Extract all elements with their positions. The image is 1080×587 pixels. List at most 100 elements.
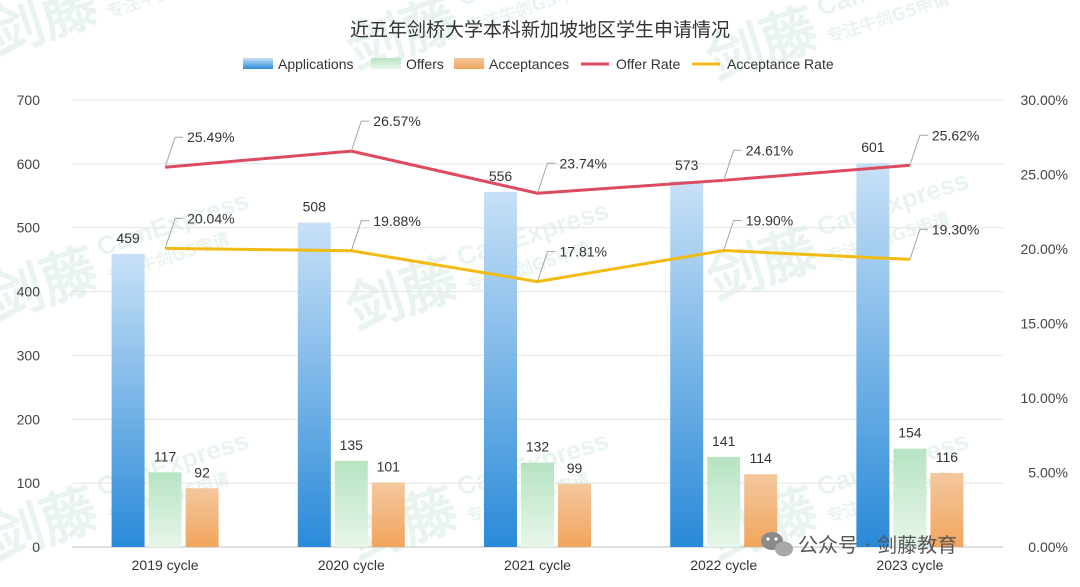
- watermark-cn: 剑藤: [699, 0, 827, 93]
- leader-line: [350, 220, 370, 251]
- y-right-tick-label: 0.00%: [1028, 539, 1068, 555]
- bar-value-label: 573: [675, 157, 699, 173]
- bar-applications: [670, 181, 704, 547]
- y-right-tick-label: 15.00%: [1021, 316, 1068, 332]
- x-category-label: 2023 cycle: [876, 557, 943, 573]
- leader-line: [164, 136, 184, 168]
- leader-line: [723, 149, 742, 181]
- bar-offers: [521, 462, 554, 547]
- rate-value-label: 25.62%: [932, 127, 979, 143]
- y-left-tick-label: 600: [17, 156, 41, 172]
- x-category-label: 2020 cycle: [318, 557, 385, 573]
- legend-label: Acceptances: [489, 56, 569, 72]
- legend-swatch: [243, 58, 273, 69]
- legend-swatch: [454, 58, 484, 69]
- rate-lines: 25.49% 26.57% 23.74% 24.61% 25.62% 20.04% 19.8…: [164, 113, 979, 284]
- bar-acceptances: [558, 483, 591, 547]
- leader-line: [909, 228, 928, 260]
- y-right-tick-label: 5.00%: [1028, 465, 1068, 481]
- leader-line: [723, 219, 742, 251]
- legend-item: Acceptances: [454, 56, 569, 72]
- watermark-cn: 剑藤: [339, 247, 467, 344]
- rate-value-label: 19.30%: [932, 221, 979, 237]
- watermark-cn: 剑藤: [0, 0, 107, 68]
- y-left-tick-label: 700: [17, 92, 41, 108]
- watermark-sub: 专注牛剑G5申请: [104, 0, 232, 23]
- y-left-tick-label: 400: [17, 284, 41, 300]
- bar-offers: [707, 456, 741, 547]
- bar-value-label: 154: [898, 425, 922, 441]
- y-right-tick-label: 25.00%: [1021, 167, 1068, 183]
- bar-applications: [111, 253, 145, 547]
- leader-line: [350, 120, 370, 152]
- leader-line: [537, 162, 556, 194]
- bar-offers: [334, 460, 368, 547]
- leader-line: [909, 134, 928, 166]
- bar-value-label: 141: [712, 433, 736, 449]
- legend-label: Acceptance Rate: [727, 56, 834, 72]
- rate-value-label: 23.74%: [560, 155, 607, 171]
- rate-value-label: 20.04%: [187, 210, 234, 226]
- rate-value-label: 19.90%: [746, 212, 793, 228]
- legend-swatch: [371, 58, 401, 69]
- bar-value-label: 101: [377, 459, 401, 475]
- legend-item: Offer Rate: [581, 56, 681, 72]
- wechat-icon: [761, 532, 793, 557]
- bar-value-label: 114: [750, 450, 773, 466]
- bar-value-label: 508: [303, 199, 327, 215]
- y-right-tick-label: 10.00%: [1021, 390, 1068, 406]
- bar-value-label: 132: [526, 439, 550, 455]
- chart-title: 近五年剑桥大学本科新加坡地区学生申请情况: [350, 19, 730, 41]
- rate-value-label: 26.57%: [373, 113, 420, 129]
- bar-value-label: 117: [154, 448, 177, 464]
- leader-line: [164, 217, 184, 249]
- x-category-label: 2022 cycle: [690, 557, 757, 573]
- rate-value-label: 24.61%: [746, 142, 793, 158]
- bar-value-label: 135: [340, 437, 364, 453]
- rate-value-label: 19.88%: [373, 213, 420, 229]
- legend-item: Acceptance Rate: [692, 56, 834, 72]
- bar-applications: [856, 163, 890, 547]
- bar-acceptances: [930, 472, 964, 547]
- bar-value-label: 92: [194, 464, 210, 480]
- legend-item: Applications: [243, 56, 354, 72]
- footer: 公众号 · 剑藤教育: [761, 532, 957, 557]
- footer-text: 公众号 · 剑藤教育: [798, 533, 957, 557]
- bar-offers: [893, 448, 927, 547]
- y-axis-left: 0 100 200 300 400 500 600 700: [17, 92, 41, 555]
- bar-acceptances: [371, 482, 405, 547]
- bar-acceptances: [185, 488, 219, 547]
- line-offer-rate: [164, 149, 911, 195]
- bar-applications: [297, 222, 331, 547]
- y-left-tick-label: 0: [32, 539, 40, 555]
- y-left-tick-label: 200: [17, 411, 41, 427]
- gridlines: [72, 99, 1003, 548]
- legend: Applications Offers Acceptances Offer Rate A…: [243, 56, 834, 72]
- legend-label: Offers: [406, 56, 444, 72]
- watermark-cn: 剑藤: [339, 0, 467, 83]
- y-right-tick-label: 20.00%: [1021, 241, 1068, 257]
- x-category-label: 2019 cycle: [132, 557, 199, 573]
- leader-line: [537, 251, 556, 282]
- bar-applications: [484, 191, 517, 547]
- y-left-tick-label: 300: [17, 347, 41, 363]
- x-category-label: 2021 cycle: [504, 557, 571, 573]
- y-left-tick-label: 100: [17, 475, 41, 491]
- y-axis-right: 0.00% 5.00% 10.00% 15.00% 20.00% 25.00% 30.00%: [1021, 92, 1068, 555]
- bar-offers: [148, 472, 182, 547]
- bar-value-label: 459: [116, 230, 140, 246]
- legend-label: Offer Rate: [616, 56, 681, 72]
- y-left-tick-label: 500: [17, 220, 41, 236]
- rate-value-label: 25.49%: [187, 129, 234, 145]
- bar-value-label: 116: [936, 449, 959, 465]
- y-right-tick-label: 30.00%: [1021, 92, 1068, 108]
- bar-value-label: 99: [567, 460, 583, 476]
- rate-value-label: 17.81%: [560, 244, 607, 260]
- bars: 459 508 556 573 601 117 135 132 141 154 92 101 99 114…: [111, 139, 964, 547]
- legend-label: Applications: [278, 56, 354, 72]
- watermark-cn: 剑藤: [699, 217, 827, 314]
- bar-value-label: 601: [861, 139, 885, 155]
- x-axis: 2019 cycle 2020 cycle 2021 cycle 2022 cycle…: [132, 557, 944, 573]
- legend-item: Offers: [371, 56, 444, 72]
